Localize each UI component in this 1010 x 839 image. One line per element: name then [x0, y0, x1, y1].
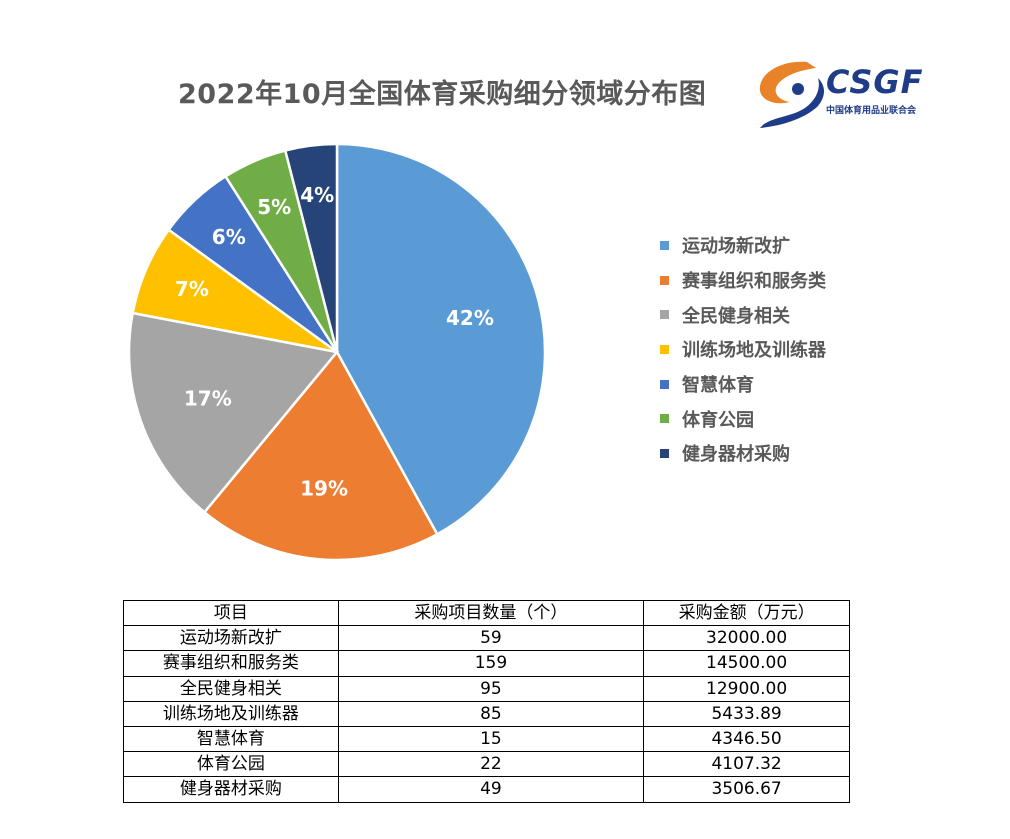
table-cell-count: 22 — [337, 751, 645, 778]
legend-swatch — [660, 275, 669, 285]
table-cell-item: 体育公园 — [123, 751, 339, 778]
pie-slice-labels: 42% 19% 17% 7% 6% 5% 4% — [175, 183, 494, 501]
legend-swatch — [660, 344, 669, 354]
legend-item: 训练场地及训练器 — [660, 332, 826, 367]
pie-chart: 42% 19% 17% 7% 6% 5% 4% — [127, 142, 547, 562]
legend-label: 智慧体育 — [682, 375, 754, 397]
pie-slice — [335, 142, 547, 536]
table-cell-item: 全民健身相关 — [123, 675, 339, 702]
legend-item: 智慧体育 — [660, 367, 826, 402]
legend-swatch — [660, 310, 669, 320]
table-header-amount: 采购金额（万元） — [643, 599, 850, 627]
csgf-logo — [759, 61, 824, 128]
legend: 运动场新改扩赛事组织和服务类 全民健身相关训练场地及训练器 智慧体育体育公园健身器材… — [660, 228, 826, 471]
table-row: 运动场新改扩 59 32000.00 — [123, 625, 850, 652]
logo-text: CSGF — [826, 63, 924, 101]
table-cell-count: 159 — [337, 650, 645, 677]
table-row: 训练场地及训练器 85 5433.89 — [123, 700, 850, 727]
pie-slice — [127, 311, 340, 515]
legend-label: 运动场新改扩 — [682, 236, 790, 258]
table-cell-amount: 14500.00 — [643, 650, 850, 677]
chart-title: 2022年10月全国体育采购细分领域分布图 — [178, 79, 707, 110]
table-cell-amount: 32000.00 — [643, 625, 850, 652]
slice-label: 7% — [175, 277, 209, 301]
table-cell-amount: 5433.89 — [643, 700, 850, 727]
table-row: 智慧体育 15 4346.50 — [123, 725, 850, 753]
legend-item: 赛事组织和服务类 — [660, 263, 826, 298]
slice-label: 6% — [212, 225, 246, 249]
table-row: 体育公园 22 4107.32 — [123, 751, 850, 778]
table-header-count: 采购项目数量（个） — [337, 599, 645, 627]
slice-label: 4% — [300, 183, 334, 207]
table-cell-amount: 4346.50 — [643, 725, 850, 753]
slice-label: 19% — [300, 477, 348, 501]
table-cell-count: 15 — [337, 725, 645, 753]
legend-swatch — [660, 414, 669, 424]
pie-slices — [127, 142, 547, 562]
table-cell-item: 运动场新改扩 — [123, 625, 339, 652]
legend-label: 训练场地及训练器 — [682, 340, 826, 362]
slice-label: 42% — [446, 306, 494, 330]
table-cell-count: 49 — [337, 776, 645, 803]
table-cell-amount: 12900.00 — [643, 675, 850, 702]
table-row: 全民健身相关 95 12900.00 — [123, 675, 850, 702]
table-cell-item: 训练场地及训练器 — [123, 700, 339, 727]
slice-label: 5% — [257, 195, 291, 219]
table-cell-amount: 4107.32 — [643, 751, 850, 778]
table-header-row: 项目 采购项目数量（个） 采购金额（万元） — [123, 599, 850, 627]
pie-slice — [283, 142, 339, 353]
table-cell-item: 赛事组织和服务类 — [123, 650, 339, 677]
table-cell-item: 健身器材采购 — [123, 776, 339, 803]
legend-label: 赛事组织和服务类 — [682, 271, 826, 293]
legend-swatch — [660, 448, 669, 458]
logo-subtitle: 中国体育用品业联合会 — [826, 106, 917, 116]
table-row: 健身器材采购 49 3506.67 — [123, 776, 850, 803]
legend-item: 运动场新改扩 — [660, 228, 826, 263]
table-cell-amount: 3506.67 — [643, 776, 850, 803]
legend-swatch — [660, 379, 669, 389]
legend-label: 体育公园 — [682, 409, 754, 431]
table-cell-count: 95 — [337, 675, 645, 702]
legend-item: 全民健身相关 — [660, 297, 826, 332]
data-table: 项目 采购项目数量（个） 采购金额（万元） 运动场新改扩 59 32000.00 赛事… — [123, 599, 850, 803]
legend-item: 健身器材采购 — [660, 436, 826, 471]
logo-swirl-blue — [760, 78, 824, 128]
table-cell-count: 85 — [337, 700, 645, 727]
logo-dot — [792, 83, 804, 95]
slice-label: 17% — [184, 387, 232, 411]
legend-label: 健身器材采购 — [682, 444, 790, 466]
logo-swirl-orange — [759, 61, 816, 104]
table-row: 赛事组织和服务类 159 14500.00 — [123, 650, 850, 677]
legend-swatch — [660, 240, 669, 250]
legend-label: 全民健身相关 — [682, 305, 790, 327]
table-header-item: 项目 — [123, 599, 339, 627]
table-cell-item: 智慧体育 — [123, 725, 339, 753]
legend-item: 体育公园 — [660, 401, 826, 436]
pie-slice — [202, 349, 439, 562]
table-cell-count: 59 — [337, 625, 645, 652]
